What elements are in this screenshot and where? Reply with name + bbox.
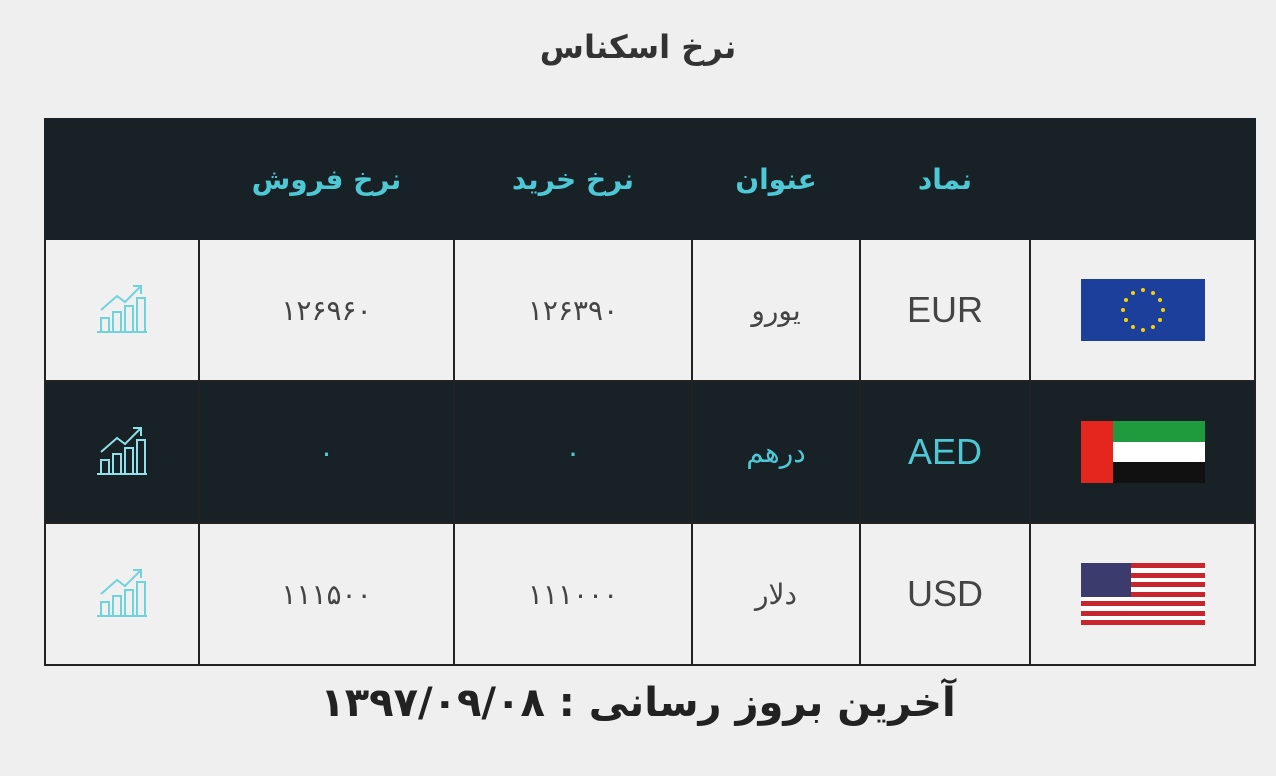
currency-table: نرخ فروش نرخ خرید عنوان نماد ۱۲۶۹۶۰ ۱۲۶۳… [44, 118, 1256, 666]
sell-rate: ۰ [198, 380, 455, 524]
chart-icon[interactable] [44, 238, 200, 382]
table-header: نرخ فروش نرخ خرید عنوان نماد [44, 118, 1256, 240]
uae-flag-icon [1080, 421, 1205, 483]
table-row: ۱۲۶۹۶۰ ۱۲۶۳۹۰ یورو EUR [44, 238, 1256, 382]
currency-symbol: USD [859, 522, 1031, 666]
page-title: نرخ اسکناس [539, 28, 737, 66]
currency-name: یورو [691, 238, 861, 382]
eu-flag-icon [1080, 279, 1205, 341]
buy-rate: ۱۱۱۰۰۰ [453, 522, 693, 666]
sell-rate: ۱۲۶۹۶۰ [198, 238, 455, 382]
header-sell: نرخ فروش [198, 118, 455, 240]
header-name: عنوان [691, 118, 861, 240]
table-row: ۰ ۰ درهم AED [44, 380, 1256, 524]
header-flag [1029, 118, 1256, 240]
header-chart [44, 118, 200, 240]
header-buy: نرخ خرید [453, 118, 693, 240]
currency-symbol: EUR [859, 238, 1031, 382]
currency-name: درهم [691, 380, 861, 524]
chart-icon[interactable] [44, 380, 200, 524]
currency-symbol: AED [859, 380, 1031, 524]
currency-name: دلار [691, 522, 861, 666]
header-symbol: نماد [859, 118, 1031, 240]
chart-icon[interactable] [44, 522, 200, 666]
sell-rate: ۱۱۱۵۰۰ [198, 522, 455, 666]
us-flag-icon [1080, 563, 1205, 625]
last-updated: آخرین بروز رسانی : ۱۳۹۷/۰۹/۰۸ [320, 680, 956, 726]
table-row: ۱۱۱۵۰۰ ۱۱۱۰۰۰ دلار USD [44, 522, 1256, 666]
buy-rate: ۱۲۶۳۹۰ [453, 238, 693, 382]
buy-rate: ۰ [453, 380, 693, 524]
